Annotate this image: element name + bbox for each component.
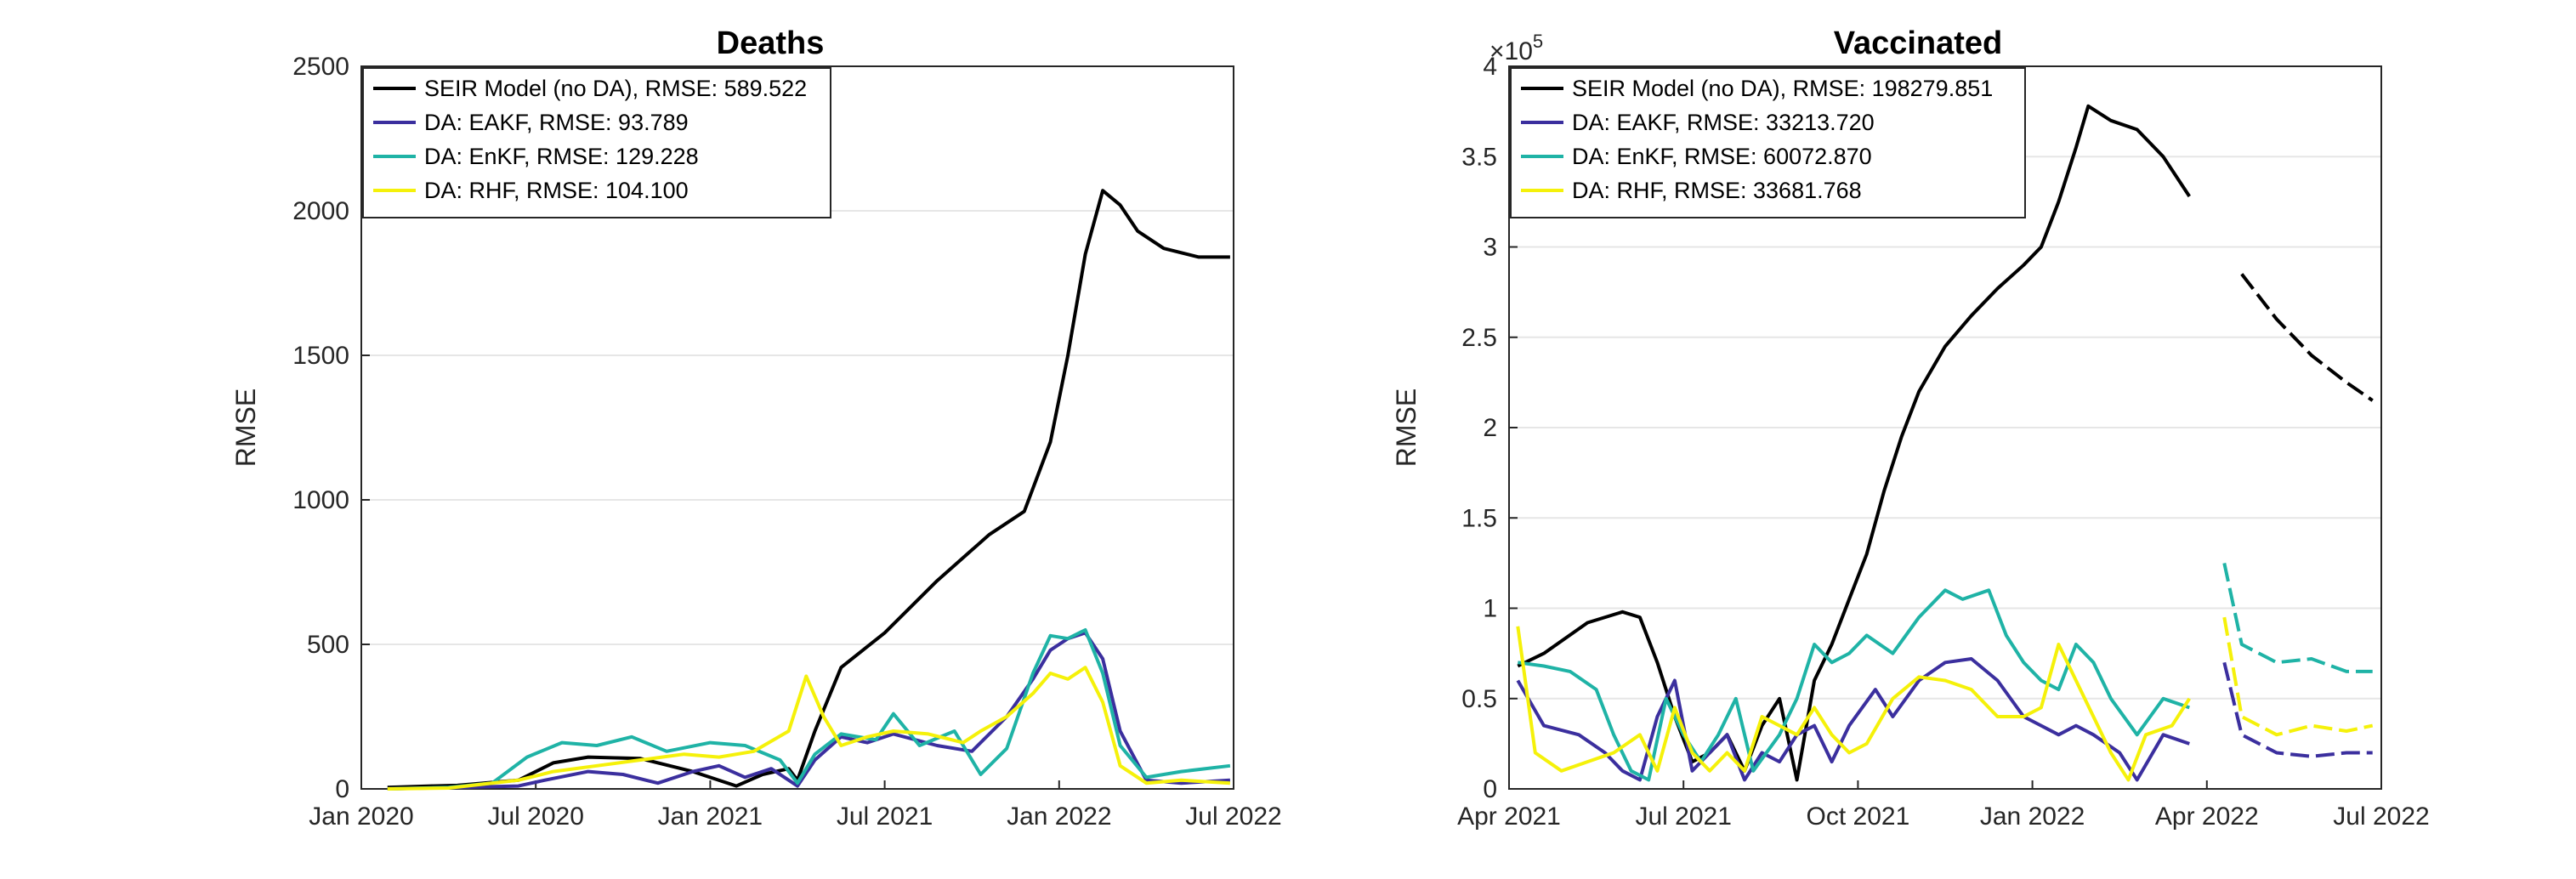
vaccinated-y-exponent: ×105 — [1489, 31, 1543, 65]
y-tick-label: 1000 — [292, 486, 349, 514]
vaccinated-x-ticks: Apr 2021 Jul 2021 Oct 2021 Jan 2022 Apr 2022… — [1457, 780, 2430, 831]
x-tick-label: Jul 2022 — [2333, 802, 2429, 831]
legend-box — [362, 67, 831, 218]
x-tick-label: Jul 2021 — [1635, 802, 1731, 831]
exponent-base: ×10 — [1489, 37, 1533, 65]
x-tick-label: Jul 2020 — [487, 802, 583, 831]
deaths-plot-area — [360, 65, 1234, 790]
vaccinated-series — [1516, 104, 2374, 782]
vaccinated-y-ticks: 0 0.5 1 1.5 2 2.5 3 3.5 4 — [1461, 53, 1518, 803]
legend-entry: DA: EAKF, RMSE: 93.789 — [424, 110, 689, 135]
series-line-2 — [387, 628, 1231, 791]
vaccinated-title: Vaccinated — [1834, 26, 2003, 61]
deaths-series — [387, 189, 1231, 791]
deaths-panel: Deaths 0 500 1000 1500 2000 2500 Jan 2020 Jul … — [230, 26, 1282, 831]
series-line-2 — [2222, 562, 2373, 673]
y-tick-label: 1 — [1483, 595, 1497, 623]
x-tick-label: Oct 2021 — [1807, 802, 1910, 831]
x-tick-label: Jul 2022 — [1185, 802, 1281, 831]
legend-entry: DA: EAKF, RMSE: 33213.720 — [1572, 110, 1875, 135]
series-line-3 — [2222, 616, 2374, 737]
y-tick-label: 2 — [1483, 414, 1497, 442]
series-line-3 — [1516, 626, 2191, 782]
deaths-gridlines — [361, 210, 1234, 645]
vaccinated-gridlines — [1509, 156, 2381, 700]
series-line-1 — [2222, 661, 2373, 758]
y-tick-label: 1.5 — [1461, 504, 1497, 532]
x-tick-label: Jan 2020 — [309, 802, 413, 831]
legend-entry: DA: EnKF, RMSE: 60072.870 — [1572, 144, 1872, 169]
deaths-legend: SEIR Model (no DA), RMSE: 589.522 DA: EAK… — [362, 67, 831, 218]
legend-box — [1510, 67, 2026, 218]
y-tick-label: 500 — [307, 631, 349, 659]
y-tick-label: 2500 — [292, 53, 349, 81]
legend-entry: SEIR Model (no DA), RMSE: 589.522 — [424, 76, 807, 101]
series-line-1 — [1516, 657, 2190, 782]
deaths-title: Deaths — [717, 26, 825, 61]
y-tick-label: 4 — [1483, 53, 1497, 81]
y-tick-label: 2000 — [292, 197, 349, 225]
y-tick-label: 3 — [1483, 234, 1497, 262]
exponent-power: 5 — [1533, 31, 1543, 52]
series-line-2 — [1518, 588, 2190, 782]
x-tick-label: Jan 2021 — [658, 802, 763, 831]
vaccinated-ylabel: RMSE — [1391, 388, 1421, 467]
deaths-x-ticks: Jan 2020 Jul 2020 Jan 2021 Jul 2021 Jan 2022… — [309, 780, 1282, 831]
y-tick-label: 3.5 — [1461, 143, 1497, 171]
series-line-0 — [2240, 273, 2374, 402]
legend-entry: DA: EnKF, RMSE: 129.228 — [424, 144, 699, 169]
series-line-0 — [387, 189, 1230, 790]
y-tick-label: 0 — [335, 775, 349, 803]
series-line-0 — [1517, 104, 2191, 782]
x-tick-label: Apr 2021 — [1457, 802, 1561, 831]
y-tick-label: 0.5 — [1461, 685, 1497, 713]
deaths-y-ticks: 0 500 1000 1500 2000 2500 — [292, 53, 370, 803]
series-line-3 — [387, 666, 1231, 791]
legend-entry: SEIR Model (no DA), RMSE: 198279.851 — [1572, 76, 1993, 101]
x-tick-label: Jan 2022 — [1007, 802, 1111, 831]
x-tick-label: Jan 2022 — [1980, 802, 2085, 831]
vaccinated-legend: SEIR Model (no DA), RMSE: 198279.851 DA: … — [1510, 67, 2026, 218]
y-tick-label: 2.5 — [1461, 324, 1497, 352]
y-tick-label: 1500 — [292, 342, 349, 370]
x-tick-label: Jul 2021 — [837, 802, 933, 831]
legend-entry: DA: RHF, RMSE: 104.100 — [424, 178, 689, 203]
y-tick-label: 0 — [1483, 775, 1497, 803]
x-tick-label: Apr 2022 — [2155, 802, 2259, 831]
vaccinated-panel: Vaccinated 0 0.5 1 1.5 2 2.5 3 3.5 4 Apr 2021 Jul… — [1391, 26, 2430, 831]
deaths-ylabel: RMSE — [230, 388, 261, 467]
legend-entry: DA: RHF, RMSE: 33681.768 — [1572, 178, 1862, 203]
